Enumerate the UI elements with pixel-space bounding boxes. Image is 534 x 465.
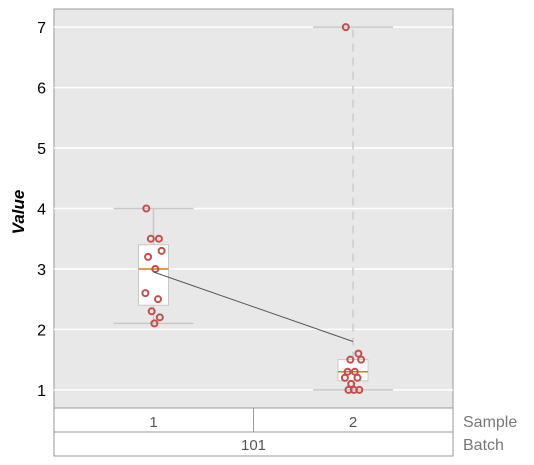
data-point	[340, 373, 349, 382]
data-point	[142, 204, 151, 213]
data-point	[343, 367, 352, 376]
sample-label-2: 2	[349, 414, 357, 431]
data-point	[150, 319, 159, 328]
y-tick-label: 2	[37, 322, 46, 339]
box-group-sample-1	[113, 204, 194, 328]
y-tick-label: 7	[37, 20, 46, 37]
y-tick-label: 6	[37, 81, 46, 98]
y-tick-labels: 1 2 3 4 5 6 7	[37, 20, 46, 400]
y-tick-label: 4	[37, 202, 46, 219]
y-tick-label: 1	[37, 383, 46, 400]
y-axis-label: Value	[9, 190, 28, 235]
data-point	[144, 252, 153, 261]
batch-row-title: Batch	[463, 437, 504, 454]
data-point	[341, 23, 350, 32]
x-axis-table: 1 2 101 Sample Batch	[53, 407, 517, 457]
data-point	[344, 385, 353, 394]
data-point	[353, 373, 362, 382]
box-groups	[113, 23, 393, 394]
batch-label-101: 101	[241, 437, 266, 454]
data-point	[146, 234, 155, 243]
data-point	[154, 234, 163, 243]
data-point	[151, 264, 160, 273]
data-point	[154, 295, 162, 304]
sample-row-title: Sample	[463, 414, 517, 431]
sample-label-1: 1	[149, 414, 157, 431]
mean-connect-line	[153, 271, 354, 342]
data-point	[350, 367, 359, 376]
data-point	[141, 289, 150, 298]
box-group-sample-2	[313, 23, 393, 394]
data-point	[346, 355, 355, 364]
data-point	[347, 379, 356, 388]
batch-row	[53, 431, 454, 457]
data-point	[155, 313, 164, 322]
data-point	[157, 246, 166, 255]
y-tick-label: 5	[37, 141, 46, 158]
data-point	[357, 355, 366, 364]
y-tick-label: 3	[37, 262, 46, 279]
data-point	[354, 349, 363, 358]
data-point	[147, 307, 156, 316]
